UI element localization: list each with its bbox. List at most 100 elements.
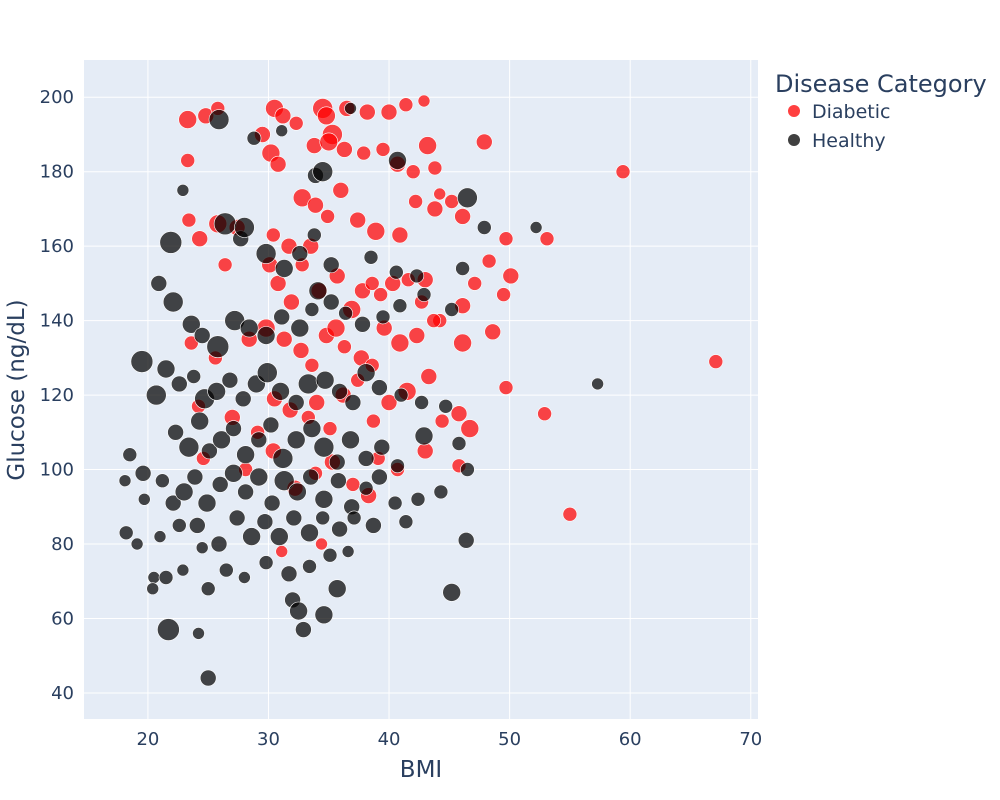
data-point[interactable] [156,359,176,379]
data-point[interactable] [454,208,471,225]
data-point[interactable] [180,153,195,168]
data-point[interactable] [181,212,197,228]
data-point[interactable] [167,423,184,441]
data-point[interactable] [186,369,201,384]
data-point[interactable] [287,394,305,411]
data-point[interactable] [302,559,317,574]
data-point[interactable] [498,231,514,246]
data-point[interactable] [195,541,209,555]
data-point[interactable] [288,116,304,131]
data-point[interactable] [273,308,291,326]
data-point[interactable] [256,362,278,384]
data-point[interactable] [398,514,414,530]
data-point[interactable] [496,287,511,302]
data-point[interactable] [433,484,449,500]
data-point[interactable] [275,124,289,137]
data-point[interactable] [258,555,274,570]
data-point[interactable] [484,323,502,341]
data-point[interactable] [234,390,252,408]
data-point[interactable] [387,495,403,511]
data-point[interactable] [398,97,414,112]
data-point[interactable] [708,354,724,369]
data-point[interactable] [158,570,174,585]
data-point[interactable] [162,291,184,313]
data-point[interactable] [331,383,348,400]
data-point[interactable] [263,494,281,512]
data-point[interactable] [337,339,352,355]
data-point[interactable] [336,141,353,158]
data-point[interactable] [371,379,388,396]
data-point[interactable] [172,518,187,533]
data-point[interactable] [414,395,429,410]
data-point[interactable] [150,275,168,292]
data-point[interactable] [475,133,493,151]
data-point[interactable] [250,431,268,449]
data-point[interactable] [434,413,450,429]
data-point[interactable] [291,245,309,262]
data-point[interactable] [237,483,254,501]
data-point[interactable] [315,510,331,526]
data-point[interactable] [207,382,226,401]
data-point[interactable] [157,618,180,641]
data-point[interactable] [390,333,410,353]
data-point[interactable] [615,164,631,179]
data-point[interactable] [356,363,376,383]
data-point[interactable] [178,436,200,458]
data-point[interactable] [269,275,287,292]
data-point[interactable] [190,411,209,431]
data-point[interactable] [380,394,398,411]
data-point[interactable] [286,430,306,450]
data-point[interactable] [255,243,277,264]
data-point[interactable] [467,276,483,291]
data-point[interactable] [193,327,211,344]
data-point[interactable] [122,447,138,463]
data-point[interactable] [315,537,328,551]
data-point[interactable] [272,448,294,469]
data-point[interactable] [221,371,239,389]
data-point[interactable] [297,373,319,395]
data-point[interactable] [219,562,234,578]
data-point[interactable] [420,368,438,385]
data-point[interactable] [130,537,144,551]
data-point[interactable] [210,535,228,553]
data-point[interactable] [409,268,425,284]
data-point[interactable] [444,194,460,209]
data-point[interactable] [239,318,259,338]
data-point[interactable] [315,370,335,390]
data-point[interactable] [344,102,357,115]
data-point[interactable] [302,419,322,438]
legend-item-diabetic[interactable]: Diabetic [788,101,890,123]
data-point[interactable] [147,571,161,584]
data-point[interactable] [130,350,154,373]
data-point[interactable] [416,287,432,302]
data-point[interactable] [307,196,324,214]
data-point[interactable] [388,151,407,170]
data-point[interactable] [236,445,255,465]
data-point[interactable] [416,442,434,460]
data-point[interactable] [349,211,367,229]
data-point[interactable] [451,436,467,451]
data-point[interactable] [182,314,201,334]
data-point[interactable] [455,261,470,276]
data-point[interactable] [344,394,362,411]
data-point[interactable] [159,231,183,254]
data-point[interactable] [192,627,205,640]
data-point[interactable] [206,335,230,359]
data-point[interactable] [285,509,303,527]
data-point[interactable] [341,545,355,558]
data-point[interactable] [457,187,478,209]
data-point[interactable] [405,164,421,179]
data-point[interactable] [274,107,292,125]
data-point[interactable] [346,510,362,526]
data-point[interactable] [328,453,346,471]
data-point[interactable] [212,430,231,450]
data-point[interactable] [271,382,290,401]
data-point[interactable] [312,161,334,182]
data-point[interactable] [242,527,261,546]
data-point[interactable] [502,267,520,285]
data-point[interactable] [338,305,353,321]
data-point[interactable] [290,318,310,338]
data-point[interactable] [178,110,197,129]
data-point[interactable] [265,227,281,243]
data-point[interactable] [331,520,348,538]
